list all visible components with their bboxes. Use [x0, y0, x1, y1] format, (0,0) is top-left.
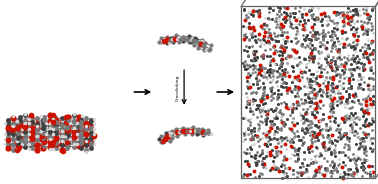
- Text: Crosslinking: Crosslinking: [175, 74, 179, 101]
